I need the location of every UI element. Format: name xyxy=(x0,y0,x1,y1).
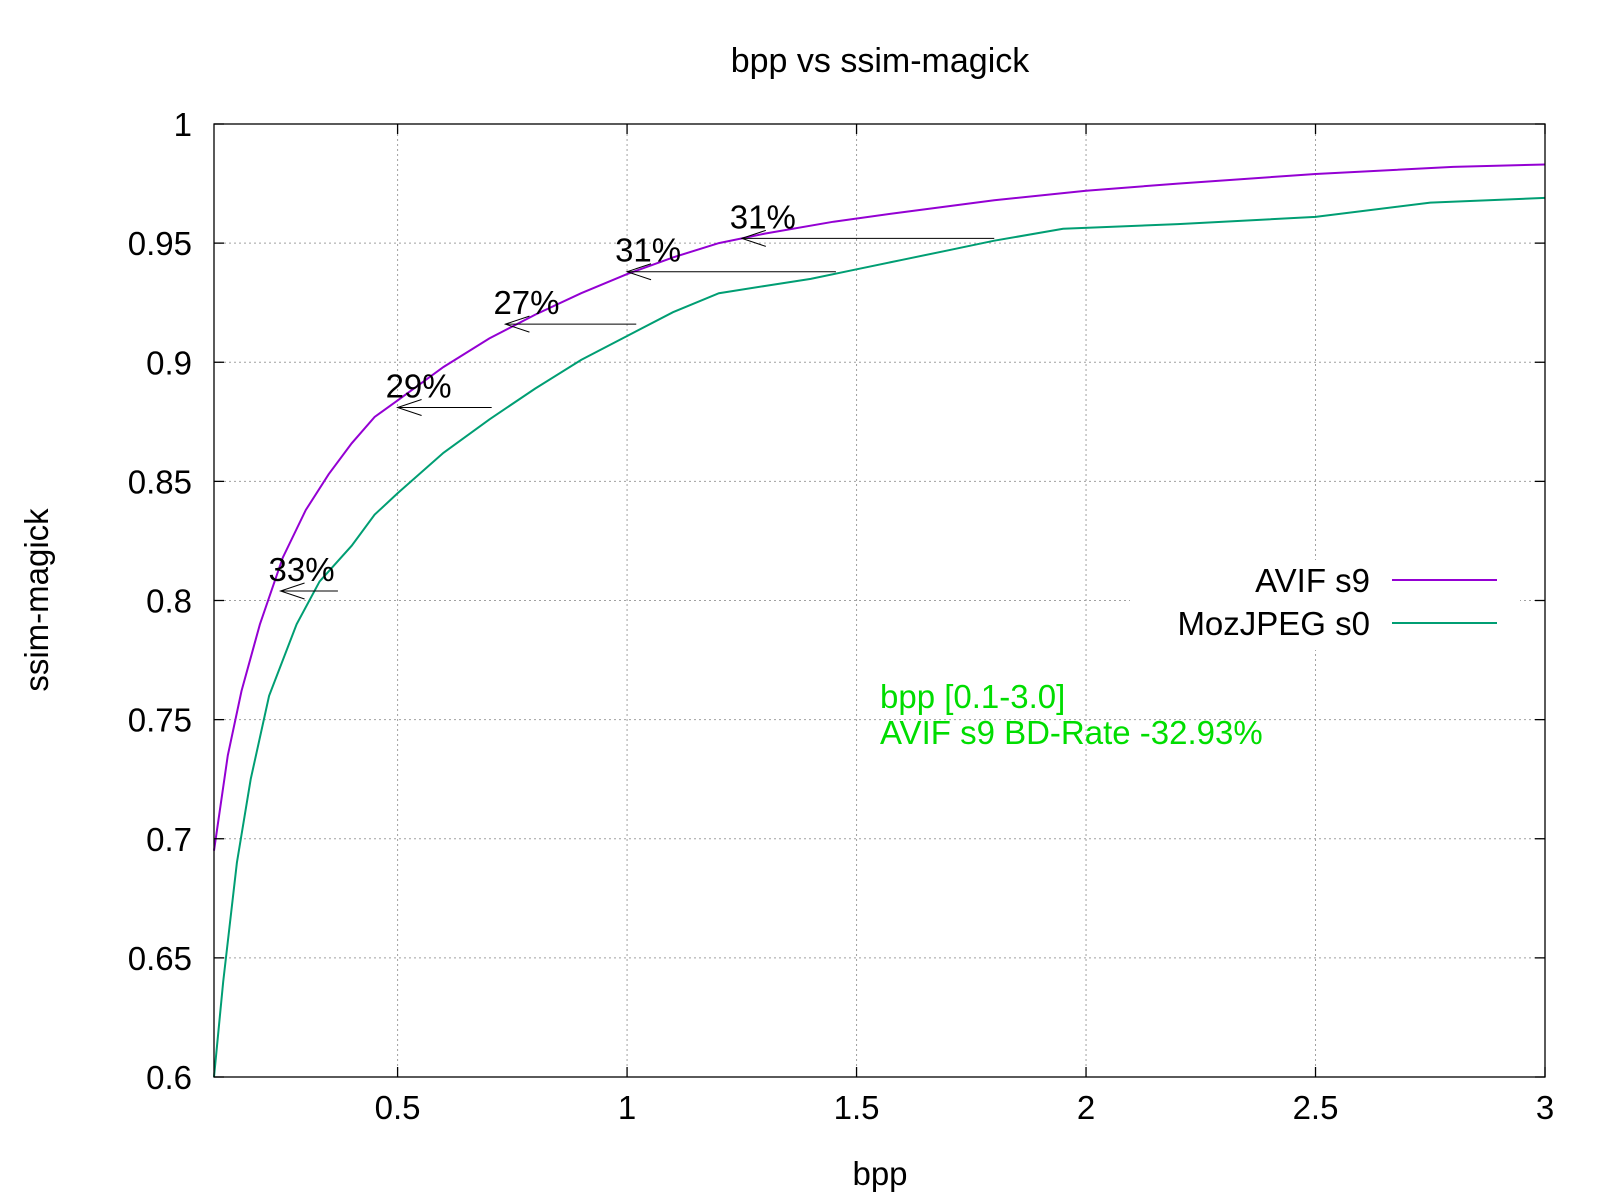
x-axis-label: bpp xyxy=(852,1155,907,1192)
y-tick-label: 0.85 xyxy=(128,463,192,500)
annotation-arrow-head xyxy=(625,263,652,281)
annotation-label: 27% xyxy=(493,284,559,321)
annotation-label: 31% xyxy=(615,232,681,269)
series-line-0 xyxy=(213,163,1546,851)
annotation-arrow-head xyxy=(396,399,422,416)
legend-background xyxy=(1130,560,1520,650)
x-tick-label: 1.5 xyxy=(834,1089,880,1126)
y-tick-label: 0.7 xyxy=(146,821,192,858)
series-group xyxy=(213,163,1546,1078)
chart-title: bpp vs ssim-magick xyxy=(731,42,1031,80)
y-tick-label: 0.95 xyxy=(128,225,192,262)
info-line: bpp [0.1-3.0] xyxy=(880,678,1065,715)
y-tick-label: 0.75 xyxy=(128,702,192,739)
y-tick-label: 1 xyxy=(174,106,192,143)
info-line: AVIF s9 BD-Rate -32.93% xyxy=(880,714,1263,751)
info-box: bpp [0.1-3.0]AVIF s9 BD-Rate -32.93% xyxy=(880,678,1263,751)
annotations: 33% 29% 27% 31% 31% xyxy=(269,198,995,600)
y-tick-label: 0.8 xyxy=(146,583,192,620)
annotation-label: 31% xyxy=(730,198,796,235)
annotation-label: 33% xyxy=(269,551,335,588)
series-line-1 xyxy=(213,196,1546,1078)
annotation-arrow-head xyxy=(740,229,766,247)
annotation-arrow-head xyxy=(503,315,530,333)
legend-label: AVIF s9 xyxy=(1255,562,1370,599)
annotation-arrow-head xyxy=(278,582,305,600)
annotation-label: 29% xyxy=(386,368,452,405)
x-tick-label: 3 xyxy=(1536,1089,1554,1126)
y-tick-label: 0.65 xyxy=(128,940,192,977)
x-tick-label: 2.5 xyxy=(1293,1089,1339,1126)
y-tick-label: 0.6 xyxy=(146,1059,192,1096)
ticks: 0.5 1 1.5 2 2.5 3 0.6 0.65 0.7 0.75 0.8 0.85 0.9 0.95… xyxy=(128,106,1554,1126)
x-tick-label: 0.5 xyxy=(375,1089,421,1126)
legend: AVIF s9 MozJPEG s0 xyxy=(1130,560,1520,650)
x-tick-label: 2 xyxy=(1077,1089,1095,1126)
legend-label: MozJPEG s0 xyxy=(1177,605,1370,642)
x-tick-label: 1 xyxy=(618,1089,636,1126)
y-tick-label: 0.9 xyxy=(146,344,192,381)
y-axis-label: ssim-magick xyxy=(18,508,55,692)
